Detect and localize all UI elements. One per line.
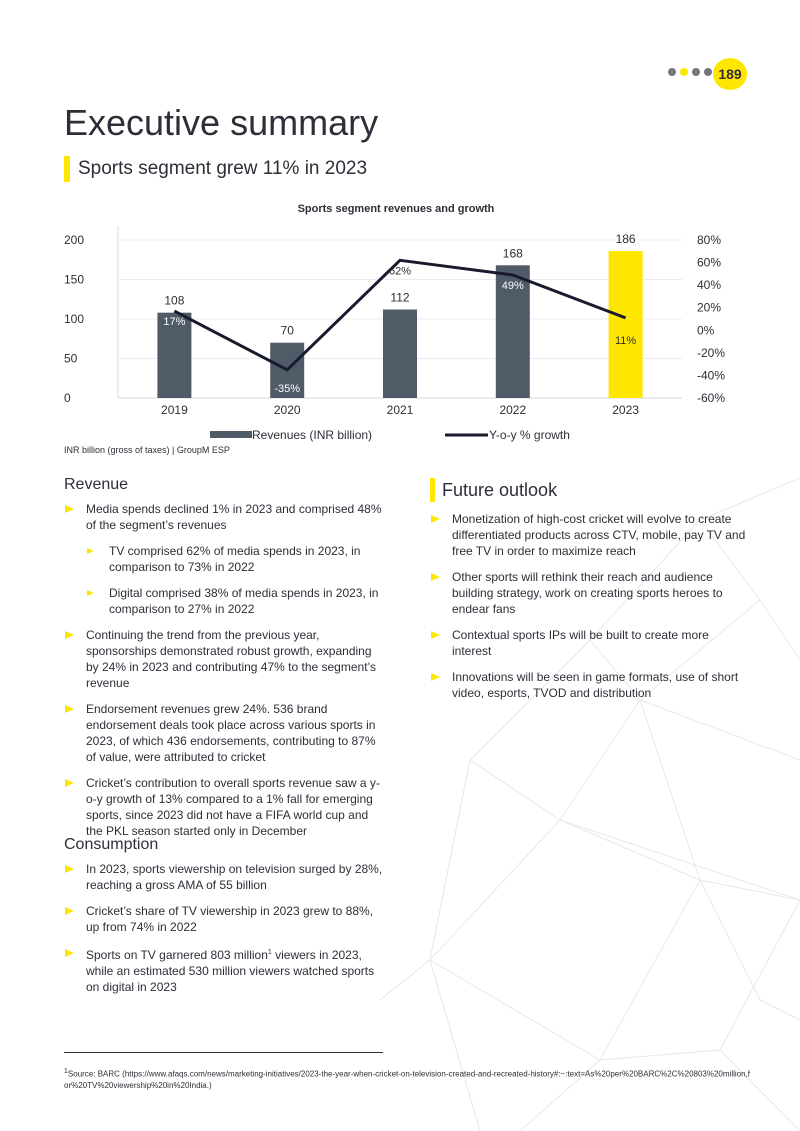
legend-label: Y-o-y % growth <box>489 428 570 442</box>
list-item: Other sports will rethink their reach an… <box>430 569 750 617</box>
bar <box>495 265 530 398</box>
x-tick-label: 2023 <box>612 403 639 417</box>
x-tick-label: 2021 <box>387 403 414 417</box>
growth-value-label: 11% <box>615 335 636 347</box>
y-left-tick-label: 200 <box>64 233 84 247</box>
y-right-tick-label: 0% <box>697 323 715 337</box>
y-left-tick-label: 150 <box>64 273 84 287</box>
legend-label: Revenues (INR billion) <box>252 428 372 442</box>
page-title: Executive summary <box>64 102 379 143</box>
dot <box>704 68 712 76</box>
x-tick-label: 2020 <box>274 403 301 417</box>
list-item: In 2023, sports viewership on television… <box>64 861 384 893</box>
bar <box>608 251 643 398</box>
y-right-tick-label: -40% <box>697 368 725 382</box>
y-left-tick-label: 0 <box>64 391 71 405</box>
page-number-badge: 189 <box>713 58 747 90</box>
list-item: Endorsement revenues grew 24%. 536 brand… <box>64 701 384 765</box>
list-item: Cricket’s share of TV viewership in 2023… <box>64 903 384 935</box>
list-item: Sports on TV garnered 803 million1 viewe… <box>64 945 384 995</box>
dot <box>692 68 700 76</box>
bar <box>383 309 417 398</box>
legend-bar-swatch <box>210 431 252 438</box>
dot <box>668 68 676 76</box>
y-right-tick-label: 20% <box>697 301 721 315</box>
bar-value-label: 168 <box>503 246 523 260</box>
x-tick-label: 2019 <box>161 403 188 417</box>
revenue-growth-chart: Sports segment revenues and growth 0 50 10… <box>64 203 725 442</box>
y-right-tick-label: 40% <box>697 278 721 292</box>
growth-value-label: 62% <box>389 265 411 277</box>
growth-value-label: 17% <box>163 316 185 328</box>
consumption-bullet-list: In 2023, sports viewership on television… <box>64 861 384 1005</box>
bar <box>157 312 192 398</box>
section-subtitle: Sports segment grew 11% in 2023 <box>64 156 367 182</box>
chart-source-note: INR billion (gross of taxes) | GroupM ES… <box>64 445 230 455</box>
list-item-text: Sports on TV garnered 803 million <box>86 948 268 962</box>
list-item: Contextual sports IPs will be built to c… <box>430 627 750 659</box>
list-item: Cricket’s contribution to overall sports… <box>64 775 384 839</box>
list-item: Media spends declined 1% in 2023 and com… <box>64 501 384 533</box>
footnote-text: Source: BARC (https://www.afaqs.com/news… <box>64 1069 750 1090</box>
y-right-tick-label: 60% <box>697 256 721 270</box>
revenue-heading: Revenue <box>64 476 129 493</box>
revenue-bullet-list: Media spends declined 1% in 2023 and com… <box>64 501 384 849</box>
y-left-tick-label: 50 <box>64 352 78 366</box>
growth-value-label: 49% <box>502 280 524 292</box>
list-item: Continuing the trend from the previous y… <box>64 627 384 691</box>
sub-list-item: TV comprised 62% of media spends in 2023… <box>64 543 384 575</box>
dot-active <box>680 68 688 76</box>
y-right-tick-label: -20% <box>697 346 725 360</box>
footnote-ref: 1 <box>267 949 272 956</box>
consumption-heading: Consumption <box>64 836 159 853</box>
y-left-tick-label: 100 <box>64 312 84 326</box>
bar-value-label: 108 <box>164 294 184 308</box>
footnote-marker: 1 <box>64 1068 68 1075</box>
footnote: 1Source: BARC (https://www.afaqs.com/new… <box>64 1066 754 1091</box>
growth-value-label: -35% <box>274 383 300 395</box>
y-right-tick-label: -60% <box>697 391 725 405</box>
list-item: Innovations will be seen in game formats… <box>430 669 750 701</box>
footnote-divider <box>64 1052 383 1053</box>
y-right-tick-label: 80% <box>697 233 721 247</box>
list-item-text: viewers in 2023, while an estimated 530 … <box>86 948 375 994</box>
sub-list-item: Digital comprised 38% of media spends in… <box>64 585 384 617</box>
x-tick-label: 2022 <box>499 403 526 417</box>
chart-title: Sports segment revenues and growth <box>298 203 495 215</box>
future-outlook-bullet-list: Monetization of high-cost cricket will e… <box>430 511 750 711</box>
bar-value-label: 112 <box>390 291 409 305</box>
bar-value-label: 70 <box>281 324 295 338</box>
growth-line-series <box>173 258 627 372</box>
page-indicator-dots <box>668 68 712 76</box>
future-outlook-heading: Future outlook <box>430 478 557 502</box>
list-item: Monetization of high-cost cricket will e… <box>430 511 750 559</box>
bar-value-label: 186 <box>616 232 636 246</box>
